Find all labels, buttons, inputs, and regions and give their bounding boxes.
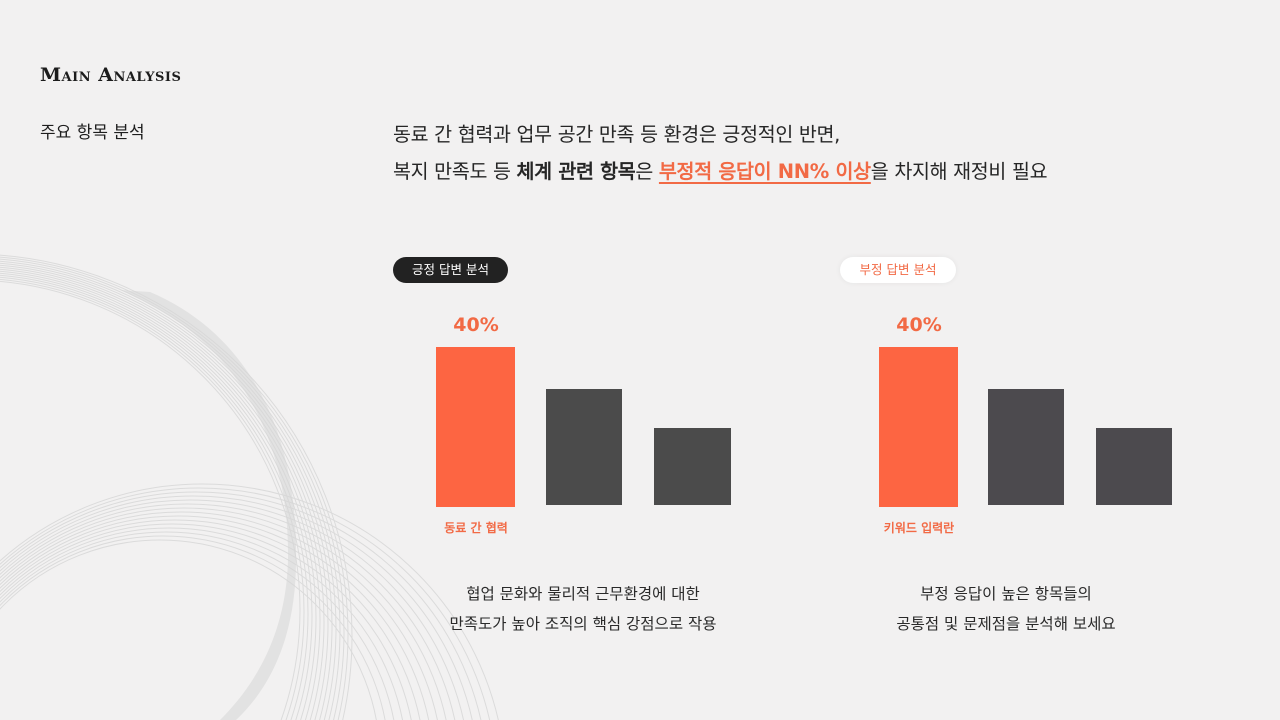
positive-caption: 협업 문화와 물리적 근무환경에 대한 만족도가 높아 조직의 핵심 강점으로 …	[413, 579, 753, 639]
positive-analysis-panel: 긍정 답변 분석 40% 동료 간 협력 협업 문화와 물리적 근무환경에 대한…	[393, 257, 733, 637]
positive-analysis-pill: 긍정 답변 분석	[393, 257, 508, 283]
section-kicker: Main Analysis	[40, 64, 182, 86]
negative-analysis-panel: 부정 답변 분석 40% 키워드 입력란 부정 응답이 높은 항목들의 공통점 …	[836, 257, 1176, 637]
bar-3	[654, 428, 731, 505]
bar-2	[546, 389, 622, 505]
caption-line-2: 공통점 및 문제점을 분석해 보세요	[896, 615, 1116, 633]
bar-value-label: 40%	[896, 314, 942, 336]
caption-line-1: 부정 응답이 높은 항목들의	[920, 585, 1092, 603]
headline-line-2: 복지 만족도 등 체계 관련 항목은 부정적 응답이 NN% 이상을 차지해 재…	[393, 153, 1193, 190]
headline: 동료 간 협력과 업무 공간 만족 등 환경은 긍정적인 반면, 복지 만족도 …	[393, 116, 1193, 190]
bar-highlight	[879, 347, 958, 507]
bar-3	[1096, 428, 1172, 505]
headline-strong: 체계 관련 항목	[516, 160, 636, 183]
bar-category-label: 키워드 입력란	[883, 521, 955, 535]
bar-2	[988, 389, 1064, 505]
headline-suffix: 을 차지해 재정비 필요	[870, 160, 1048, 183]
bar-value-label: 40%	[453, 314, 499, 336]
headline-prefix: 복지 만족도 등	[393, 160, 517, 183]
caption-line-1: 협업 문화와 물리적 근무환경에 대한	[466, 585, 700, 603]
headline-line-1: 동료 간 협력과 업무 공간 만족 등 환경은 긍정적인 반면,	[393, 123, 841, 146]
bar-highlight	[436, 347, 515, 507]
headline-mid: 은	[635, 160, 659, 183]
headline-highlight: 부정적 응답이 NN% 이상	[658, 160, 871, 183]
caption-line-2: 만족도가 높아 조직의 핵심 강점으로 작용	[449, 615, 717, 633]
bar-category-label: 동료 간 협력	[444, 521, 508, 535]
negative-analysis-pill: 부정 답변 분석	[840, 257, 956, 283]
negative-caption: 부정 응답이 높은 항목들의 공통점 및 문제점을 분석해 보세요	[836, 579, 1176, 639]
section-title: 주요 항목 분석	[40, 123, 145, 143]
